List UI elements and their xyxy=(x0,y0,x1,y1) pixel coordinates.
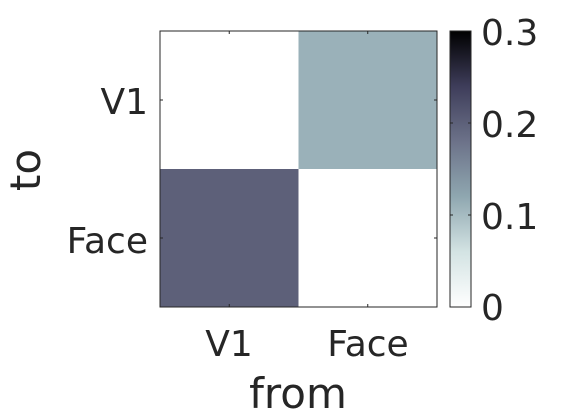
colorbar xyxy=(450,31,471,307)
y-tick-label-v1: V1 xyxy=(100,82,148,123)
y-tick-label-face: Face xyxy=(67,221,148,262)
heatmap-cell-v1-from-v1 xyxy=(160,31,299,169)
x-tick-label-v1: V1 xyxy=(205,324,253,365)
x-tick-label-face: Face xyxy=(327,324,408,365)
heatmap-cells xyxy=(160,31,437,307)
colorbar-tick-label-0.1: 0.1 xyxy=(481,197,538,238)
heatmap-cell-face-from-v1 xyxy=(160,169,299,307)
heatmap-cell-v1-from-face xyxy=(299,31,438,169)
colorbar-tick-label-0.3: 0.3 xyxy=(481,13,538,54)
x-axis-label: from xyxy=(249,369,347,418)
colorbar-tick-label-0: 0 xyxy=(481,288,504,329)
heatmap-cell-face-from-face xyxy=(299,169,438,307)
colorbar-tick-label-0.2: 0.2 xyxy=(481,105,538,146)
y-axis-label: to xyxy=(1,149,50,191)
